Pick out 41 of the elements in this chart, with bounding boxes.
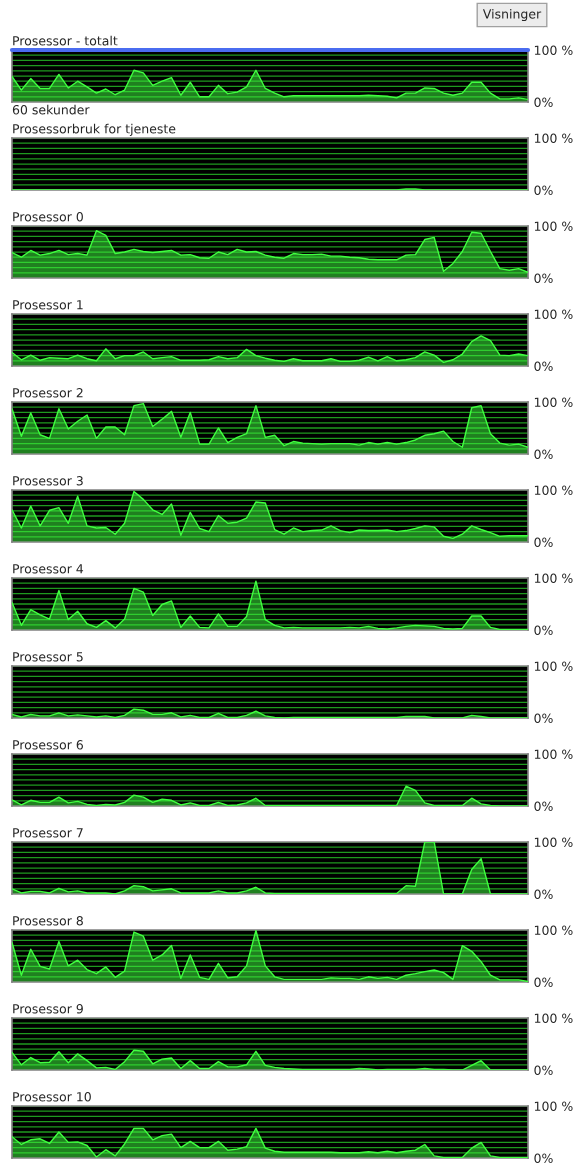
y-tick-label: 100 % [534, 397, 573, 407]
y-tick-label: 0% [534, 977, 553, 987]
y-tick-label: 0% [534, 273, 553, 283]
y-tick-label: 0% [534, 625, 553, 635]
y-tick-label: 0% [534, 97, 553, 107]
y-tick-label: 0% [534, 185, 553, 195]
y-tick-label: 100 % [534, 573, 573, 583]
chart-title: Prosessor 5 [13, 652, 83, 662]
chart-title: Prosessor 3 [13, 476, 83, 486]
y-tick-label: 0% [534, 1153, 553, 1163]
y-tick-label: 0% [534, 801, 553, 811]
chart-title: Prosessor 10 [13, 1092, 91, 1102]
y-tick-label: 100 % [534, 309, 573, 319]
chart-title: Prosessor 1 [13, 300, 83, 310]
chart-title: Prosessor 8 [13, 916, 83, 926]
x-axis-title: 60 sekunder [12, 104, 90, 115]
y-tick-label: 100 % [534, 1101, 573, 1111]
y-tick-label: 100 % [534, 133, 573, 143]
chart-title: Prosessor - totalt [13, 35, 118, 46]
y-tick-label: 100 % [534, 925, 573, 935]
chart-title: Prosessor 7 [13, 828, 83, 838]
chart-title: Prosessor 4 [13, 564, 84, 574]
chart-title: Prosessor 2 [13, 388, 83, 398]
y-tick-label: 0% [534, 449, 553, 459]
y-tick-label: 100 % [534, 45, 573, 55]
y-tick-label: 100 % [534, 1013, 573, 1023]
y-tick-label: 0% [534, 889, 553, 899]
y-tick-label: 0% [534, 1065, 553, 1075]
y-tick-label: 0% [534, 537, 553, 547]
chart-title: Prosessor 9 [13, 1004, 83, 1014]
y-tick-label: 100 % [534, 749, 573, 759]
y-tick-label: 0% [534, 361, 553, 371]
chart-title: Prosessor 6 [13, 740, 83, 750]
y-tick-label: 100 % [534, 485, 573, 495]
y-tick-label: 0% [534, 713, 553, 723]
y-tick-label: 100 % [534, 221, 573, 231]
y-tick-label: 100 % [534, 661, 573, 671]
chart-title: Prosessor 0 [13, 212, 83, 222]
y-tick-label: 100 % [534, 837, 573, 847]
text: Visninger [482, 8, 542, 22]
chart-title: Prosessorbruk for tjeneste [13, 123, 176, 136]
